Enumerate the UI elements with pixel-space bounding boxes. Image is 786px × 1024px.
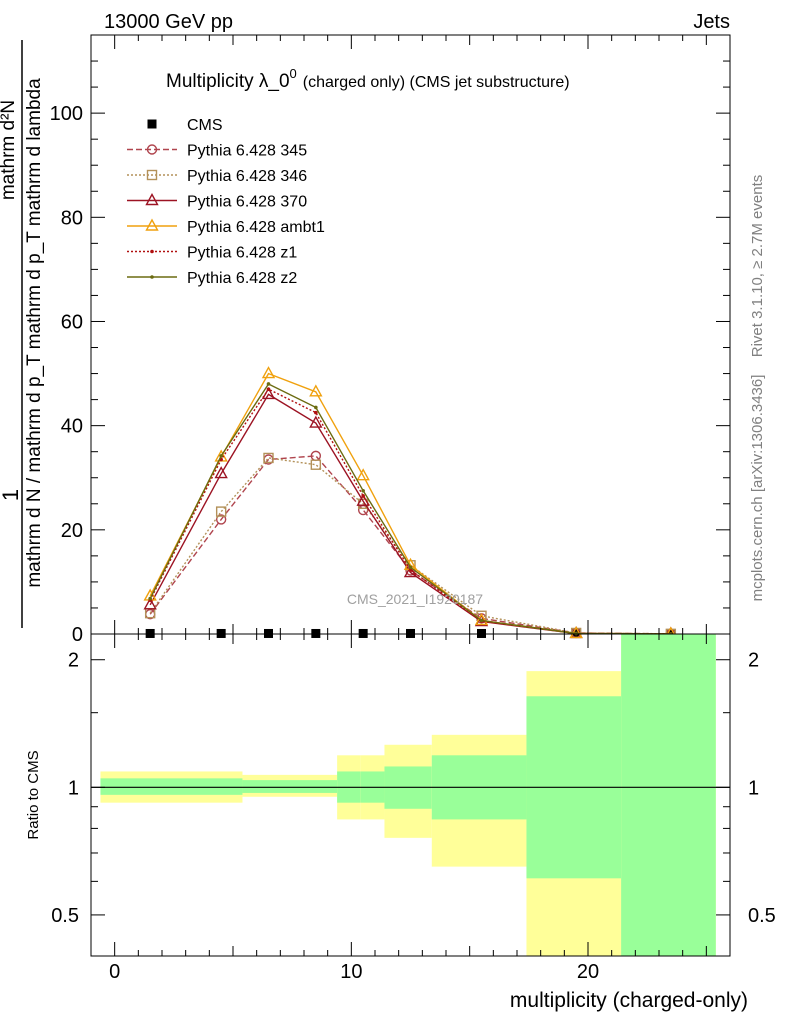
- data-point: [574, 631, 578, 636]
- title-rest: (charged only) (CMS jet substructure): [303, 74, 570, 91]
- data-point: [219, 454, 223, 458]
- analysis-watermark: CMS_2021_I1920187: [347, 591, 483, 607]
- legend-item: Pythia 6.428 346: [127, 168, 307, 185]
- legend-item: Pythia 6.428 345: [127, 143, 307, 160]
- data-point: [314, 410, 318, 415]
- data-point: [361, 494, 365, 498]
- ratio-y-tick-label: 1: [68, 777, 79, 799]
- legend-label: CMS: [187, 117, 223, 134]
- ratio-y-tick-label-right: 2: [748, 650, 759, 672]
- legend-marker: [145, 193, 159, 206]
- data-point: [309, 384, 323, 397]
- data-point: [216, 628, 226, 638]
- y-tick-label: 40: [61, 416, 83, 438]
- data-point: [408, 568, 413, 572]
- y-tick-label: 60: [61, 311, 83, 333]
- header-right-label: Jets: [693, 11, 730, 33]
- legend-item: CMS: [147, 117, 223, 134]
- mcplots-label: mcplots.cern.ch [arXiv:1306.3436]: [749, 375, 766, 602]
- data-point: [148, 596, 152, 601]
- main-ylabel: 1 mathrm d N / mathrm d p_T mathrm d p_T…: [0, 40, 45, 628]
- title-superscript: 0: [290, 66, 297, 81]
- legend-label: Pythia 6.428 z2: [187, 270, 297, 287]
- legend-marker: [150, 249, 154, 254]
- series-1: [144, 450, 677, 640]
- title-main-text: Multiplicity λ_0: [166, 71, 290, 92]
- ratio-inner-band: [100, 778, 243, 795]
- data-point: [266, 387, 271, 391]
- y-tick-label: 0: [72, 624, 83, 646]
- ylabel-numerator: mathrm d²N: [0, 100, 19, 200]
- legend-marker: [147, 119, 157, 129]
- y-tick-label: 20: [61, 520, 83, 542]
- legend-item: Pythia 6.428 370: [127, 193, 307, 211]
- data-point: [264, 628, 273, 638]
- legend-marker: [145, 218, 159, 231]
- title-main: Multiplicity λ_00 (charged only) (CMS jet…: [166, 66, 570, 92]
- main-plot-marks: [143, 366, 678, 640]
- data-point: [311, 628, 321, 638]
- ratio-axes: 0.5 0.51 12 20 10 20: [51, 633, 776, 983]
- y-tick-label: 80: [61, 207, 83, 229]
- main-title: Multiplicity λ_00 (charged only) (CMS jet…: [166, 66, 570, 92]
- ratio-y-tick-label: 0.5: [51, 905, 79, 927]
- ratio-inner-band: [242, 780, 338, 793]
- series-line: [149, 457, 671, 635]
- main-panel: 0 20 40 60 80 100 CMS Pythia 6.428 345 Pythia 6…: [50, 34, 731, 646]
- x-axis-label: multiplicity (charged-only): [510, 989, 748, 1012]
- legend-label: Pythia 6.428 345: [187, 143, 307, 160]
- data-point: [310, 459, 322, 470]
- ratio-y-tick-label: 2: [68, 650, 79, 672]
- legend-marker: [146, 144, 158, 155]
- data-point: [408, 565, 413, 570]
- data-point: [474, 613, 489, 626]
- data-point: [358, 628, 368, 638]
- legend-item: Pythia 6.428 z1: [127, 245, 297, 262]
- x-tick-label: 10: [340, 961, 362, 983]
- data-point: [477, 628, 486, 638]
- ratio-y-tick-label-right: 0.5: [748, 905, 776, 927]
- data-point: [356, 468, 370, 481]
- legend-item: Pythia 6.428 ambt1: [127, 218, 325, 236]
- data-point: [215, 506, 227, 517]
- y-tick-label: 100: [50, 103, 83, 125]
- data-point: [356, 493, 370, 506]
- ratio-frame: [90, 633, 731, 957]
- x-tick-label: 20: [577, 961, 599, 983]
- data-point: [263, 452, 274, 464]
- data-point: [145, 628, 155, 638]
- legend-item: Pythia 6.428 z2: [127, 270, 297, 287]
- ylabel-denominator: mathrm d N / mathrm d p_T mathrm d p_T m…: [24, 78, 45, 588]
- data-point: [261, 366, 276, 379]
- data-point: [479, 618, 484, 623]
- data-point: [215, 514, 227, 525]
- header-left-label: 13000 GeV pp: [104, 11, 233, 33]
- ratio-y-tick-label-right: 1: [748, 777, 759, 799]
- legend-label: Pythia 6.428 370: [187, 194, 307, 211]
- ratio-bands: [91, 634, 730, 956]
- ylabel-one: 1: [0, 489, 23, 501]
- data-point: [266, 382, 271, 386]
- ratio-ylabel: Ratio to CMS: [25, 750, 42, 839]
- data-point: [214, 466, 228, 479]
- data-point: [406, 628, 415, 638]
- legend-marker: [146, 169, 158, 181]
- legend-label: Pythia 6.428 346: [187, 168, 307, 185]
- legend-marker: [150, 275, 154, 279]
- ratio-panel: 0.5 0.51 12 20 10 20 Ratio to CMS multiplicit…: [25, 633, 776, 1012]
- x-tick-label: 0: [109, 961, 120, 983]
- rivet-version-label: Rivet 3.1.10, ≥ 2.7M events: [749, 175, 766, 358]
- ratio-inner-band: [621, 634, 716, 956]
- series-line: [149, 455, 671, 635]
- legend: CMS Pythia 6.428 345 Pythia 6.428 346 Pythi…: [127, 117, 325, 287]
- data-point: [143, 597, 157, 610]
- data-point: [309, 415, 323, 428]
- data-point: [314, 405, 318, 410]
- data-point: [361, 488, 365, 493]
- legend-label: Pythia 6.428 ambt1: [187, 219, 325, 236]
- legend-label: Pythia 6.428 z1: [187, 245, 297, 262]
- series-2: [144, 452, 677, 640]
